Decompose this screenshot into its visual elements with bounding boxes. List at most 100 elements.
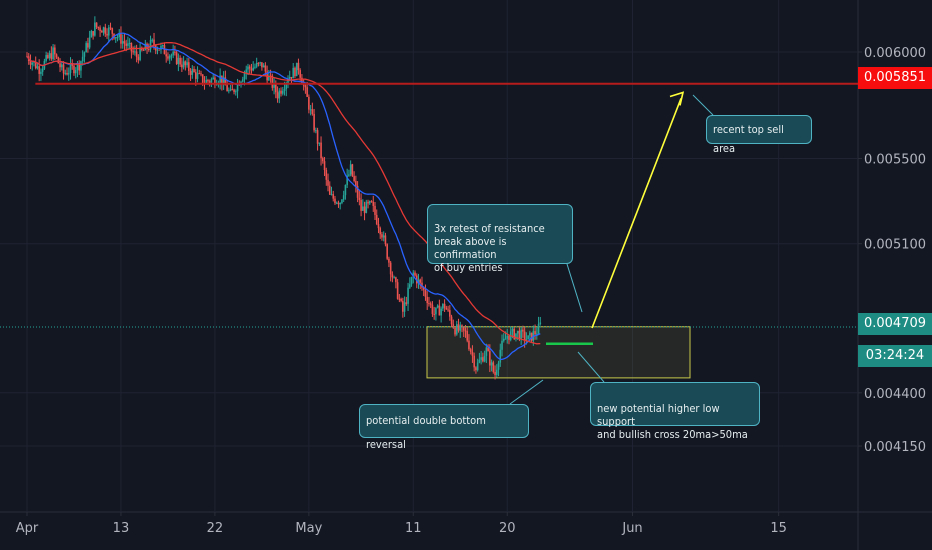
candle-body [85,43,87,53]
candle-body [189,70,192,75]
candle-body [248,66,251,69]
candle-body [191,69,194,75]
candle-body [424,289,427,297]
candle-body [111,28,114,34]
callout-higher-low[interactable]: new potential higher low support and bul… [590,382,760,441]
candle-body [268,75,270,81]
candle-body [335,202,338,204]
candle-body [429,303,432,305]
candle-body [182,61,185,68]
resistance-price-value: 0.005851 [863,70,927,85]
candle-body [360,199,362,211]
candle-body [295,62,298,77]
candle-body [78,62,80,71]
candle-body [381,234,383,238]
candle-body [501,340,503,350]
candle-body [94,22,96,36]
candle-body [358,197,361,200]
candle-body [499,349,502,363]
candle-body [302,84,305,86]
candle-body [294,67,296,77]
y-tick-label: 0.004400 [864,387,926,402]
candle-body [537,323,540,334]
candle-body [320,142,322,159]
candle-body [95,22,98,27]
candle-body [494,371,496,375]
candle-body [120,33,122,44]
candle-body [151,39,154,41]
candle-body [168,55,171,59]
callout-resistance-retest[interactable]: 3x retest of resistance break above is c… [427,204,573,274]
candle-body [370,201,373,203]
candle-body [328,185,331,195]
candle-body [464,330,467,332]
candle-body [339,202,341,205]
candle-body [433,313,435,315]
candle-body [261,62,263,68]
candle-body [337,202,340,205]
candle-body [231,89,234,91]
candle-body [193,69,195,73]
callout-pointer-retest [566,263,583,313]
candle-body [288,76,291,81]
candle-body [297,62,300,71]
candle-body [445,307,448,310]
callout-top-sell-text: recent top sell area [713,123,784,155]
candle-body [224,77,227,86]
candle-body [516,330,519,334]
projection-arrow-line [591,98,682,329]
candle-body [278,90,281,99]
callout-double-bottom-text: potential double bottom reversal [366,414,486,451]
candle-body [386,244,388,259]
candle-body [455,324,458,335]
candle-body [186,62,188,66]
candle-body [375,214,378,224]
callout-double-bottom[interactable]: potential double bottom reversal [359,404,529,451]
candle-body [214,77,216,85]
candle-body [299,70,301,78]
candle-body [315,130,317,132]
candle-body [496,369,498,375]
candle-body [208,81,211,83]
candle-body [511,328,514,332]
candle-body [179,57,181,65]
time-axis[interactable]: Apr 13 22 May 11 20 Jun 15 [16,512,787,536]
candle-body [412,272,415,277]
candle-body [353,176,355,182]
price-axis[interactable]: 0.006000 0.005500 0.005100 0.004400 0.004150 [858,46,926,455]
candle-body [116,37,119,39]
candle-body [48,53,51,59]
candle-body [457,324,460,331]
callout-top-sell[interactable]: recent top sell area [706,115,812,155]
candle-body [476,362,479,371]
candle-body [280,90,282,94]
candle-body [341,199,343,203]
candle-body [241,79,244,82]
candle-body [308,96,310,110]
x-tick-label: 15 [770,521,787,536]
x-tick-label: 11 [405,521,422,536]
candle-body [400,298,402,301]
candle-body [67,73,70,75]
candle-body [426,296,428,304]
x-tick-label: 22 [207,521,224,536]
candle-body [139,47,141,61]
candle-body [170,55,173,57]
candle-body [207,80,209,82]
candle-body [450,316,453,325]
candle-body [309,109,312,111]
callout-pointer-double-bottom [509,379,544,405]
candle-body [490,362,493,366]
candle-body [148,49,150,51]
candle-body [62,64,65,74]
candle-body [534,331,536,335]
candle-body [184,61,187,66]
candle-body [149,40,152,50]
candle-body [389,262,392,275]
candle-body [219,75,221,83]
candle-body [41,68,44,72]
candle-body [306,87,308,97]
candle-body [153,39,155,46]
